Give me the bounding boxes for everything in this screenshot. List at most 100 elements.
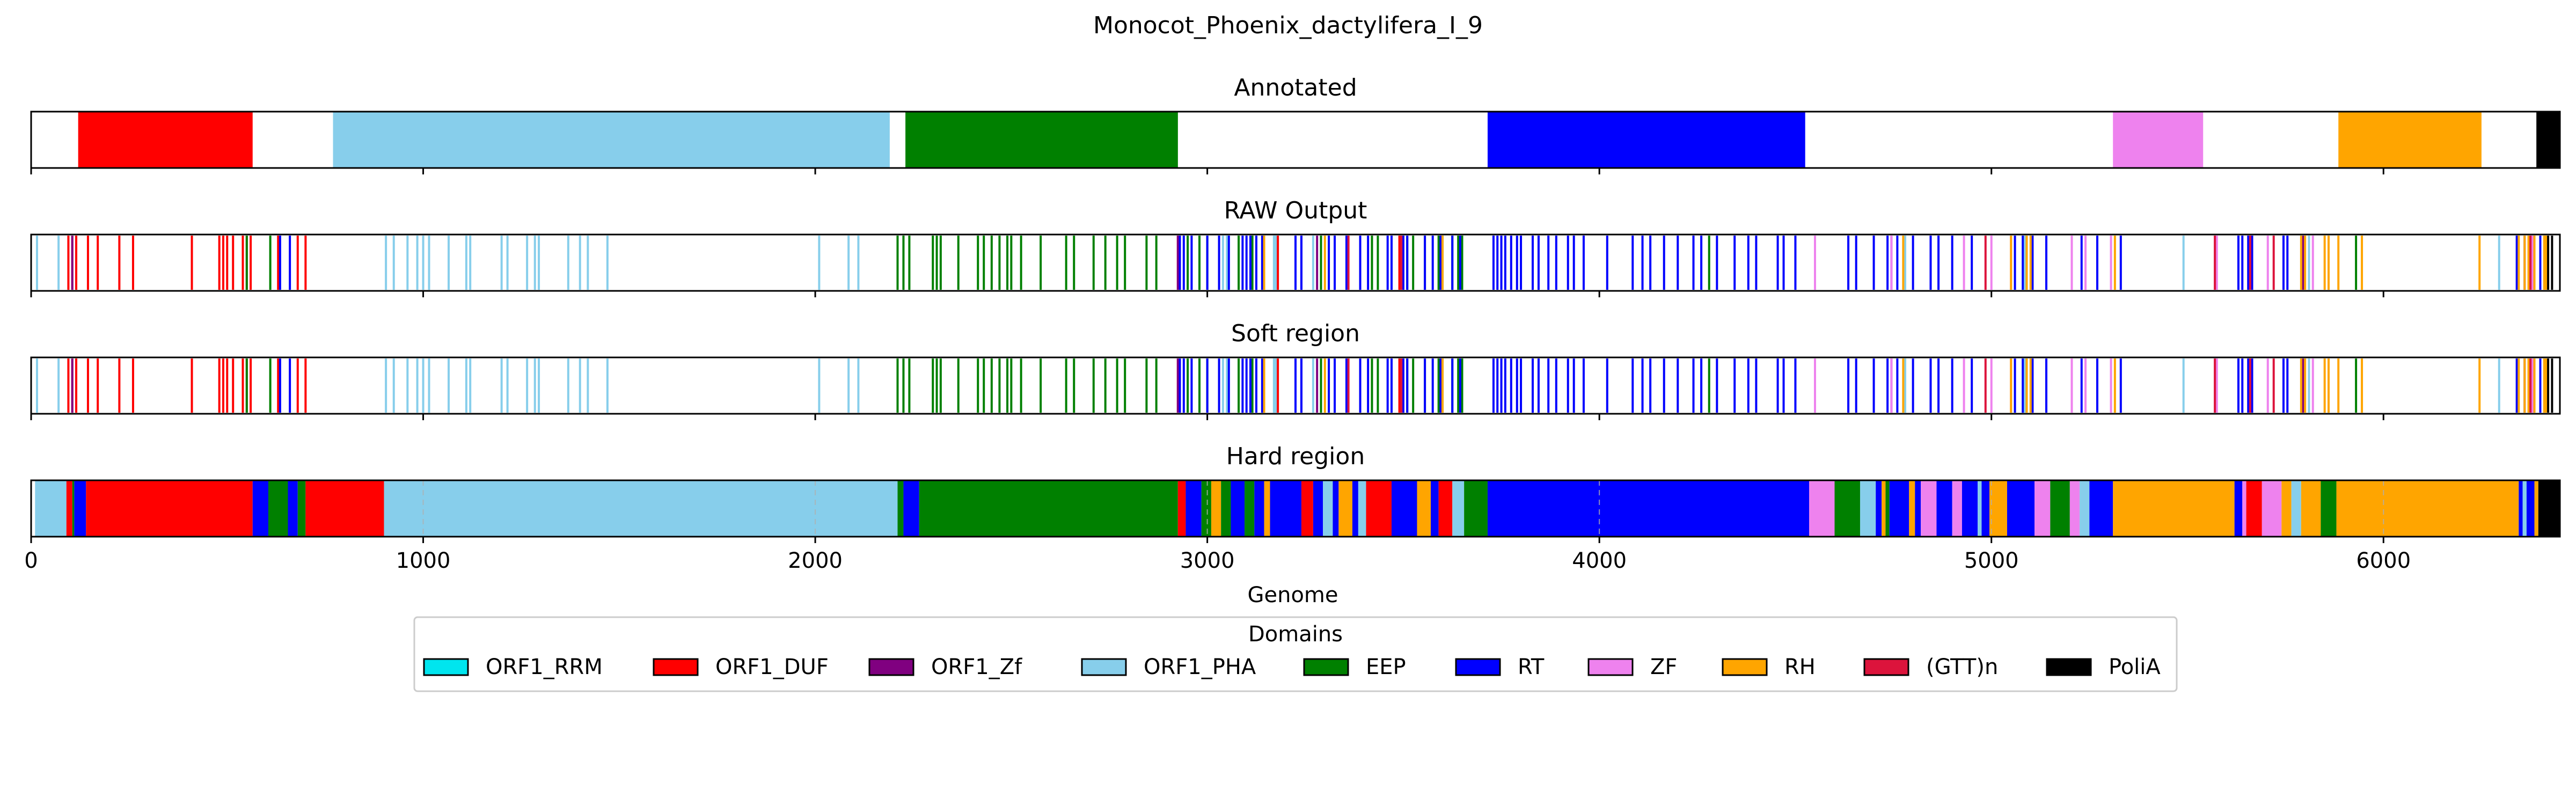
track-hard-region: Hard region [30, 443, 2561, 543]
segment-rt [2234, 480, 2243, 537]
legend-entry-rh: RH [1722, 655, 1816, 679]
legend-label: RH [1784, 655, 1816, 679]
segment-rh [1211, 480, 1221, 537]
segment-rh [1989, 480, 2007, 537]
segment-rh [2336, 480, 2519, 537]
segment-rt [1889, 480, 1909, 537]
segment-rt [1352, 480, 1358, 537]
track-title: Hard region [1226, 443, 1365, 470]
segment-polia [2538, 480, 2560, 537]
segment-rh [1338, 480, 1352, 537]
segment-orf1-duf [1366, 480, 1392, 537]
segment-rh [1909, 480, 1915, 537]
legend-entry-orf1-pha: ORF1_PHA [1081, 655, 1256, 679]
segment-rh [2301, 480, 2321, 537]
figure-title: Monocot_Phoenix_dactylifera_I_9 [1093, 12, 1483, 39]
legend-entry-rt: RT [1455, 655, 1545, 679]
segment-rt [1254, 480, 1264, 537]
segment-rt [1915, 480, 1921, 537]
track-annotated: Annotated [30, 74, 2561, 174]
x-tick-label: 2000 [788, 548, 843, 573]
segment-rt [1313, 480, 1323, 537]
x-tick-label: 4000 [1572, 548, 1627, 573]
legend-label: (GTT)n [1926, 655, 1998, 679]
x-tick-label: 3000 [1180, 548, 1235, 573]
segment-zf [1952, 480, 1962, 537]
segment-rt [903, 480, 919, 537]
legend-label: EEP [1366, 655, 1406, 679]
segment-eep [2321, 480, 2337, 537]
legend-title: Domains [1248, 622, 1343, 647]
segment-rt [1185, 480, 1202, 537]
segment-orf1-duf [2246, 480, 2262, 537]
segment-rt [1487, 112, 1805, 168]
segment-rh [1264, 480, 1270, 537]
segment-eep [268, 480, 288, 537]
legend-entry-zf: ZF [1587, 655, 1677, 679]
legend-swatch [653, 658, 699, 676]
legend-entry-orf1-zf: ORF1_Zf [868, 655, 1022, 679]
legend-label: PoliA [2109, 655, 2161, 679]
segment-rt [1333, 480, 1339, 537]
segment-orf1-pha [2522, 480, 2527, 537]
segment-orf1-duf [86, 480, 253, 537]
x-tick-label: 5000 [1964, 548, 2019, 573]
segment-eep [1464, 480, 1488, 537]
track-raw-output: RAW Output [30, 197, 2561, 297]
segment-zf [1809, 480, 1835, 537]
legend-swatch [2046, 658, 2092, 676]
track-frame [30, 233, 2561, 292]
segment-orf1-duf [1438, 480, 1453, 537]
segment-rt [2007, 480, 2035, 537]
segment-eep [72, 480, 75, 537]
segment-orf1-duf [66, 480, 72, 537]
segment-rh [2534, 480, 2538, 537]
segment-rt [288, 480, 298, 537]
segment-orf1-duf [305, 480, 384, 537]
segment-rt [1431, 480, 1439, 537]
x-tick-label: 1000 [396, 548, 451, 573]
segment-rh [2281, 480, 2292, 537]
segment-orf1-pha [384, 480, 898, 537]
legend-label: ZF [1650, 655, 1677, 679]
segment-eep [1221, 480, 1231, 537]
segment-orf1-duf [1177, 480, 1186, 537]
track-frame [30, 356, 2561, 415]
legend-swatch [868, 658, 914, 676]
legend: Domains ORF1_RRM ORF1_DUF ORF1_Zf ORF1_PHA E… [413, 616, 2178, 692]
legend-label: RT [1518, 655, 1545, 679]
legend-entry--gtt-n: (GTT)n [1863, 655, 1998, 679]
legend-swatch [1587, 658, 1634, 676]
segment-rt [1270, 480, 1301, 537]
legend-label: ORF1_Zf [931, 655, 1022, 679]
segment-zf [2262, 480, 2282, 537]
legend-label: ORF1_PHA [1144, 655, 1256, 679]
segment-rt [2526, 480, 2535, 537]
legend-entry-eep: EEP [1303, 655, 1406, 679]
segment-eep [919, 480, 1178, 537]
x-axis: 0 1000 2000 3000 4000 5000 6000 [24, 548, 2411, 573]
segment-zf [2113, 112, 2204, 168]
segment-rt [2519, 480, 2523, 537]
track-title: Annotated [1234, 74, 1357, 101]
segment-orf1-pha [35, 480, 67, 537]
segment-orf1-pha [1978, 480, 1982, 537]
segment-rt [1962, 480, 1978, 537]
segment-rt [1936, 480, 1952, 537]
segment-rt [1391, 480, 1417, 537]
segment-orf1-duf [1301, 480, 1313, 537]
legend-swatch [1722, 658, 1768, 676]
segment-orf1-pha [1323, 480, 1333, 537]
legend-swatch [1303, 658, 1349, 676]
segment-orf1-pha [333, 112, 890, 168]
segment-orf1-pha [2080, 480, 2090, 537]
legend-swatch [1863, 658, 1909, 676]
segment-rt [252, 480, 268, 537]
x-tick-label: 6000 [2356, 548, 2411, 573]
segment-rt [1487, 480, 1810, 537]
legend-swatch [1455, 658, 1501, 676]
segment-zf [1921, 480, 1937, 537]
segment-eep [1834, 480, 1860, 537]
segment-eep [905, 112, 1178, 168]
